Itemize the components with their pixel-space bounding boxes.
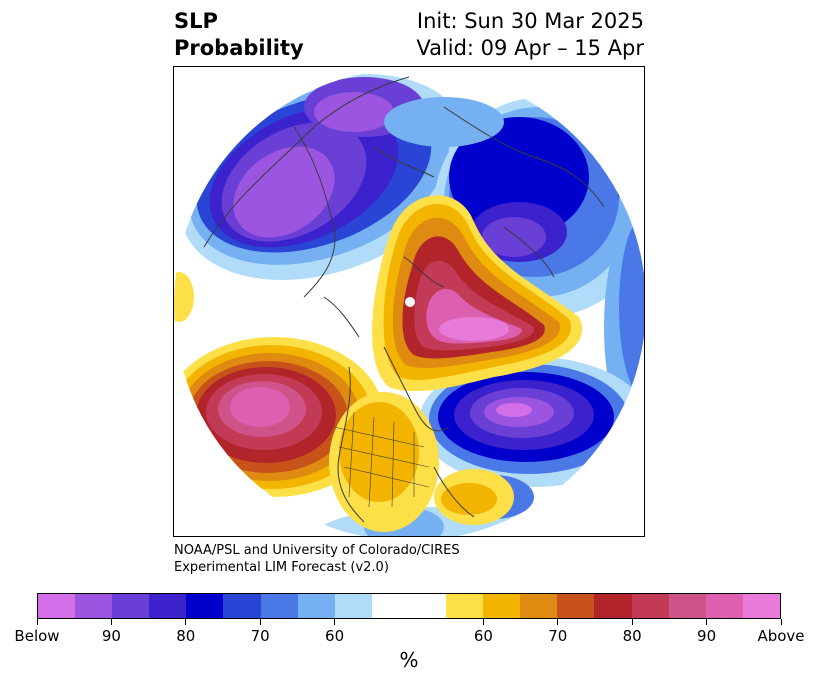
colorbar-tick-label: 90 bbox=[697, 627, 717, 645]
colorbar-segment bbox=[149, 594, 187, 618]
colorbar-segment bbox=[75, 594, 113, 618]
colorbar-tick-label: 70 bbox=[548, 627, 568, 645]
colorbar-segment bbox=[520, 594, 558, 618]
colorbar-segment bbox=[557, 594, 595, 618]
colorbar-tick bbox=[185, 619, 187, 625]
colorbar-tick-label: 60 bbox=[473, 627, 493, 645]
colorbar-tick bbox=[334, 619, 336, 625]
colorbar bbox=[37, 593, 781, 619]
colorbar-tick bbox=[36, 619, 38, 625]
us-state-grid bbox=[333, 411, 430, 508]
title-variable: SLP bbox=[174, 9, 218, 33]
colorbar-tick bbox=[557, 619, 559, 625]
colorbar-segment bbox=[668, 594, 706, 618]
title-type: Probability bbox=[174, 36, 304, 60]
colorbar-segment bbox=[112, 594, 150, 618]
credit-line-2: Experimental LIM Forecast (v2.0) bbox=[174, 560, 389, 575]
colorbar-unit: % bbox=[399, 648, 419, 672]
valid-range: Valid: 09 Apr – 15 Apr bbox=[416, 36, 644, 60]
colorbar-segment bbox=[223, 594, 261, 618]
colorbar-tick bbox=[482, 619, 484, 625]
probability-map bbox=[174, 69, 644, 536]
colorbar-segment bbox=[38, 594, 76, 618]
colorbar-segment bbox=[705, 594, 743, 618]
title-left: SLP Probability bbox=[174, 8, 304, 62]
colorbar-segment bbox=[334, 594, 372, 618]
init-date: Init: Sun 30 Mar 2025 bbox=[416, 9, 644, 33]
colorbar-tick bbox=[631, 619, 633, 625]
colorbar-tick-label: Above bbox=[757, 627, 805, 645]
colorbar-tick-label: 60 bbox=[325, 627, 345, 645]
colorbar-segment bbox=[297, 594, 335, 618]
colorbar-segment bbox=[483, 594, 521, 618]
colorbar-segment bbox=[186, 594, 224, 618]
colorbar-tick bbox=[780, 619, 782, 625]
colorbar-tick-label: 90 bbox=[101, 627, 121, 645]
map-panel bbox=[173, 66, 645, 537]
colorbar-segment bbox=[594, 594, 632, 618]
above-anomaly-arctic bbox=[372, 195, 583, 392]
credit-text: NOAA/PSL and University of Colorado/CIRE… bbox=[174, 542, 460, 576]
colorbar-tick bbox=[110, 619, 112, 625]
colorbar-tick bbox=[706, 619, 708, 625]
colorbar-segment bbox=[446, 594, 484, 618]
above-anomaly-pacific bbox=[174, 337, 384, 497]
colorbar-segment bbox=[631, 594, 669, 618]
colorbar-tick-label: 70 bbox=[250, 627, 270, 645]
colorbar-segment bbox=[371, 594, 409, 618]
below-anomaly-atlantic bbox=[419, 357, 644, 487]
colorbar-tick-label: 80 bbox=[176, 627, 196, 645]
colorbar-segment bbox=[742, 594, 780, 618]
credit-line-1: NOAA/PSL and University of Colorado/CIRE… bbox=[174, 543, 460, 558]
colorbar-tick-label: Below bbox=[14, 627, 60, 645]
colorbar-tick-label: 80 bbox=[622, 627, 642, 645]
colorbar-segment bbox=[260, 594, 298, 618]
title-right: Init: Sun 30 Mar 2025 Valid: 09 Apr – 15… bbox=[416, 8, 644, 62]
colorbar-segment bbox=[408, 594, 447, 618]
colorbar-tick bbox=[259, 619, 261, 625]
